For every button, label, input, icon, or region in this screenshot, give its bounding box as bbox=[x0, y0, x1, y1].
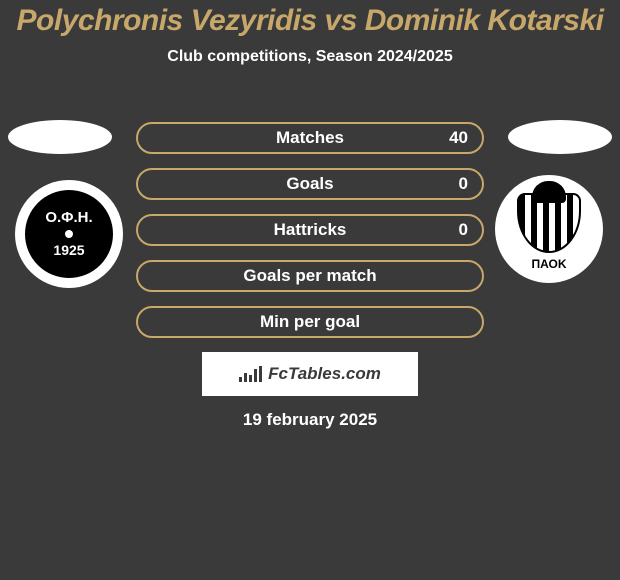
stat-value-right: 0 bbox=[459, 220, 468, 240]
crest-dot bbox=[65, 230, 73, 238]
comparison-card: Polychronis Vezyridis vs Dominik Kotarsk… bbox=[0, 0, 620, 580]
stat-row: Goals 0 bbox=[136, 168, 484, 200]
stat-value-right: 40 bbox=[449, 128, 468, 148]
player-photo-right bbox=[508, 120, 612, 154]
stat-label: Goals bbox=[286, 174, 333, 194]
stat-label: Goals per match bbox=[243, 266, 376, 286]
date-label: 19 february 2025 bbox=[243, 410, 377, 430]
club-crest-right: ΠΑΟΚ bbox=[495, 175, 603, 283]
stat-row: Matches 40 bbox=[136, 122, 484, 154]
crest-shield bbox=[517, 193, 582, 253]
player-photo-left bbox=[8, 120, 112, 154]
page-title: Polychronis Vezyridis vs Dominik Kotarsk… bbox=[0, 0, 620, 38]
eagle-icon bbox=[532, 181, 566, 203]
chart-icon bbox=[239, 366, 262, 382]
stat-row: Hattricks 0 bbox=[136, 214, 484, 246]
crest-inner: Ο.Φ.Η. 1925 bbox=[25, 190, 114, 279]
crest-label: ΠΑΟΚ bbox=[531, 257, 566, 271]
stat-row: Goals per match bbox=[136, 260, 484, 292]
stat-label: Min per goal bbox=[260, 312, 360, 332]
brand-badge: FcTables.com bbox=[202, 352, 418, 396]
stats-table: Matches 40 Goals 0 Hattricks 0 Goals per match… bbox=[136, 122, 484, 338]
brand-text: FcTables.com bbox=[268, 364, 381, 384]
crest-text-top: Ο.Φ.Η. bbox=[45, 209, 92, 226]
stat-label: Hattricks bbox=[274, 220, 347, 240]
stat-row: Min per goal bbox=[136, 306, 484, 338]
stat-value-right: 0 bbox=[459, 174, 468, 194]
crest-text-bottom: 1925 bbox=[53, 242, 84, 258]
stat-label: Matches bbox=[276, 128, 344, 148]
subtitle: Club competitions, Season 2024/2025 bbox=[0, 48, 620, 66]
club-crest-left: Ο.Φ.Η. 1925 bbox=[15, 180, 123, 288]
